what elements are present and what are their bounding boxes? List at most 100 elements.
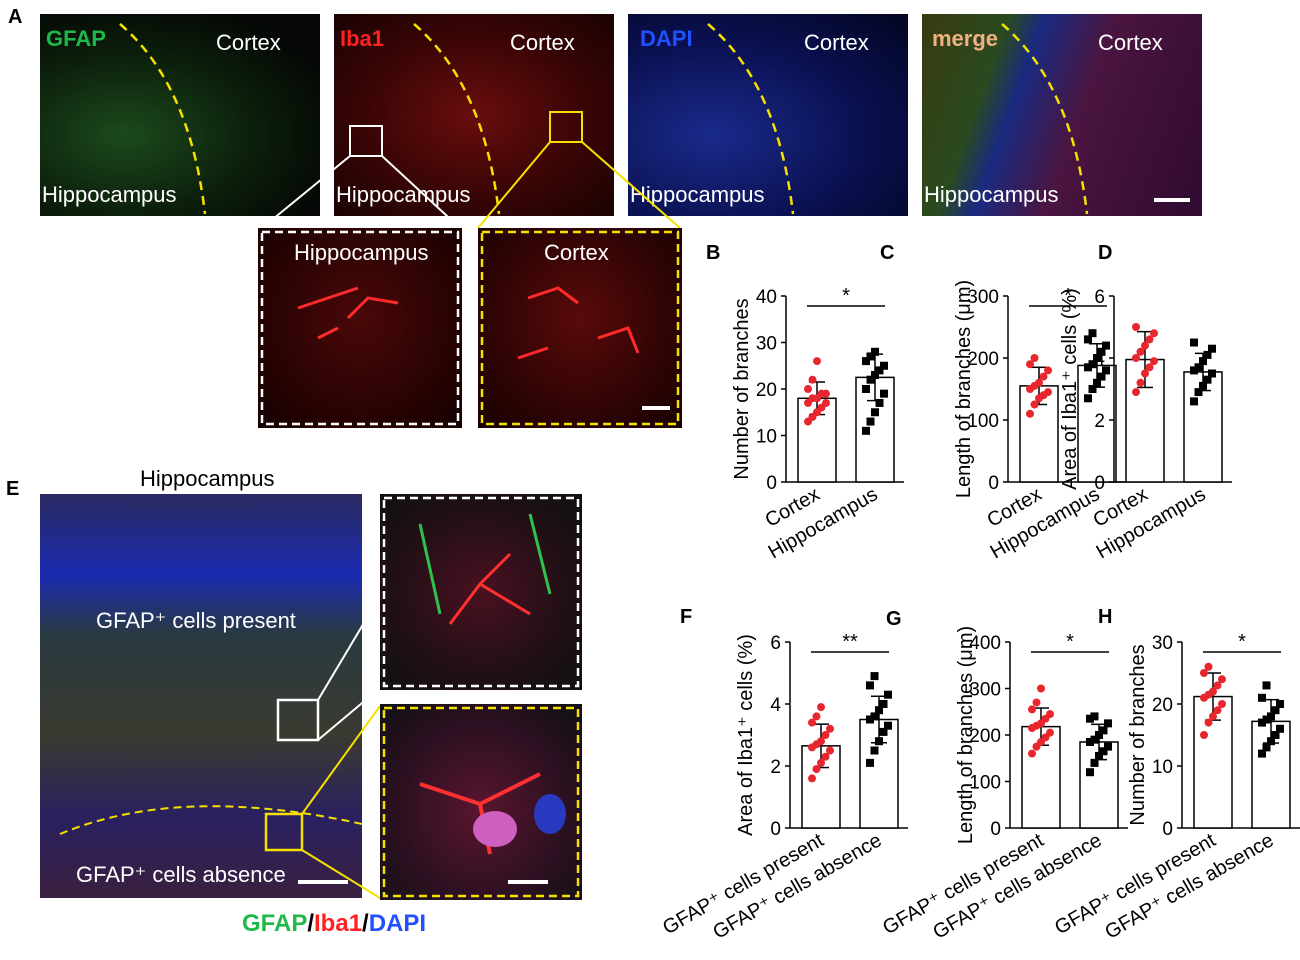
panel-letter-b: B — [706, 242, 721, 264]
data-point — [1258, 693, 1266, 702]
y-axis-label: Length of branches (μm) — [953, 280, 975, 498]
data-point — [866, 352, 875, 361]
legend-gfap: GFAP — [242, 910, 308, 937]
inset-hippocampus: Hippocampus — [258, 228, 462, 428]
data-point — [1132, 388, 1140, 397]
data-point — [1150, 329, 1158, 338]
data-point — [1141, 341, 1149, 350]
data-point — [1088, 329, 1097, 338]
data-point — [1267, 737, 1275, 746]
y-tick-label: 400 — [969, 633, 1001, 654]
data-point — [884, 690, 892, 699]
data-point — [1095, 731, 1103, 739]
inset-e-yellow — [380, 704, 582, 900]
data-point — [808, 774, 816, 783]
data-point — [1204, 718, 1213, 727]
significance-label: * — [1238, 631, 1246, 653]
data-point — [1097, 372, 1106, 381]
y-tick-label: 0 — [766, 473, 777, 494]
region-label-hippocampus: Hippocampus — [924, 182, 1059, 207]
y-tick-label: 100 — [969, 773, 1001, 794]
data-point — [826, 724, 834, 733]
data-point — [866, 715, 874, 724]
data-point — [1046, 728, 1054, 737]
data-point — [1084, 394, 1092, 403]
panel-letter-d: D — [1098, 242, 1113, 264]
y-tick-label: 6 — [1094, 287, 1105, 308]
data-point — [1199, 357, 1207, 366]
y-tick-label: 0 — [1162, 819, 1173, 840]
legend-slash: / — [307, 910, 315, 937]
data-point — [875, 398, 884, 407]
y-axis-label: Number of branches — [731, 298, 753, 479]
data-point — [1209, 712, 1217, 721]
data-point — [880, 389, 888, 398]
y-tick-label: 4 — [1094, 349, 1105, 370]
inset-cortex: Cortex — [478, 228, 682, 428]
legend-e: GFAP/Iba1/DAPI — [242, 910, 426, 938]
data-point — [808, 718, 816, 727]
data-point — [871, 347, 879, 356]
legend-slash: / — [362, 910, 369, 937]
y-tick-label: 200 — [969, 726, 1001, 747]
data-point — [1028, 749, 1036, 758]
scale-bar — [642, 406, 670, 410]
data-point — [862, 426, 870, 435]
panel-letter-e: E — [6, 478, 20, 500]
inset-e-white — [380, 494, 582, 690]
y-tick-label: 30 — [756, 334, 777, 355]
data-point — [1030, 400, 1039, 409]
region-label-cortex: Cortex — [1098, 30, 1163, 55]
data-point — [1194, 388, 1203, 397]
data-point — [870, 672, 879, 681]
y-tick-label: 100 — [967, 411, 999, 432]
data-point — [1104, 719, 1112, 728]
y-tick-label: 300 — [967, 287, 999, 308]
data-point — [1086, 714, 1094, 723]
data-point — [1276, 700, 1284, 708]
data-point — [871, 408, 879, 417]
data-point — [1037, 684, 1045, 693]
data-point — [821, 731, 830, 739]
data-point — [1258, 718, 1266, 727]
data-point — [1046, 710, 1054, 719]
data-point — [817, 703, 825, 712]
data-point — [1104, 742, 1112, 751]
data-point — [1141, 369, 1149, 378]
data-point — [884, 721, 892, 730]
micrograph-merge: merge Cortex Hippocampus — [922, 14, 1202, 216]
data-point — [1086, 768, 1094, 777]
data-point — [1088, 360, 1097, 369]
data-point — [1190, 338, 1198, 347]
channel-label: Iba1 — [340, 26, 385, 51]
panel-letter-a: A — [8, 6, 23, 28]
data-point — [1095, 751, 1103, 760]
data-point — [1026, 409, 1034, 418]
data-point — [1035, 378, 1043, 387]
data-point — [812, 765, 821, 774]
data-point — [817, 737, 825, 746]
inset-label: Hippocampus — [294, 240, 429, 265]
y-tick-label: 40 — [756, 287, 777, 308]
data-point — [1145, 363, 1154, 372]
inset-box-white — [349, 125, 383, 157]
panel-letter-c: C — [880, 242, 895, 264]
y-axis-label: Number of branches — [1127, 644, 1149, 825]
data-point — [1276, 724, 1284, 733]
data-point — [1145, 335, 1154, 344]
data-point — [817, 758, 825, 767]
data-point — [1262, 743, 1271, 752]
data-point — [1136, 347, 1145, 356]
data-point — [1028, 705, 1036, 714]
significance-label: ** — [842, 631, 858, 653]
data-point — [1032, 698, 1041, 707]
data-point — [871, 371, 879, 380]
scale-bar — [1154, 198, 1190, 202]
data-point — [822, 389, 830, 398]
y-axis-label: Length of branches (μm) — [955, 626, 977, 844]
data-point — [1026, 360, 1034, 369]
data-point — [870, 746, 879, 755]
data-point — [1213, 706, 1222, 715]
